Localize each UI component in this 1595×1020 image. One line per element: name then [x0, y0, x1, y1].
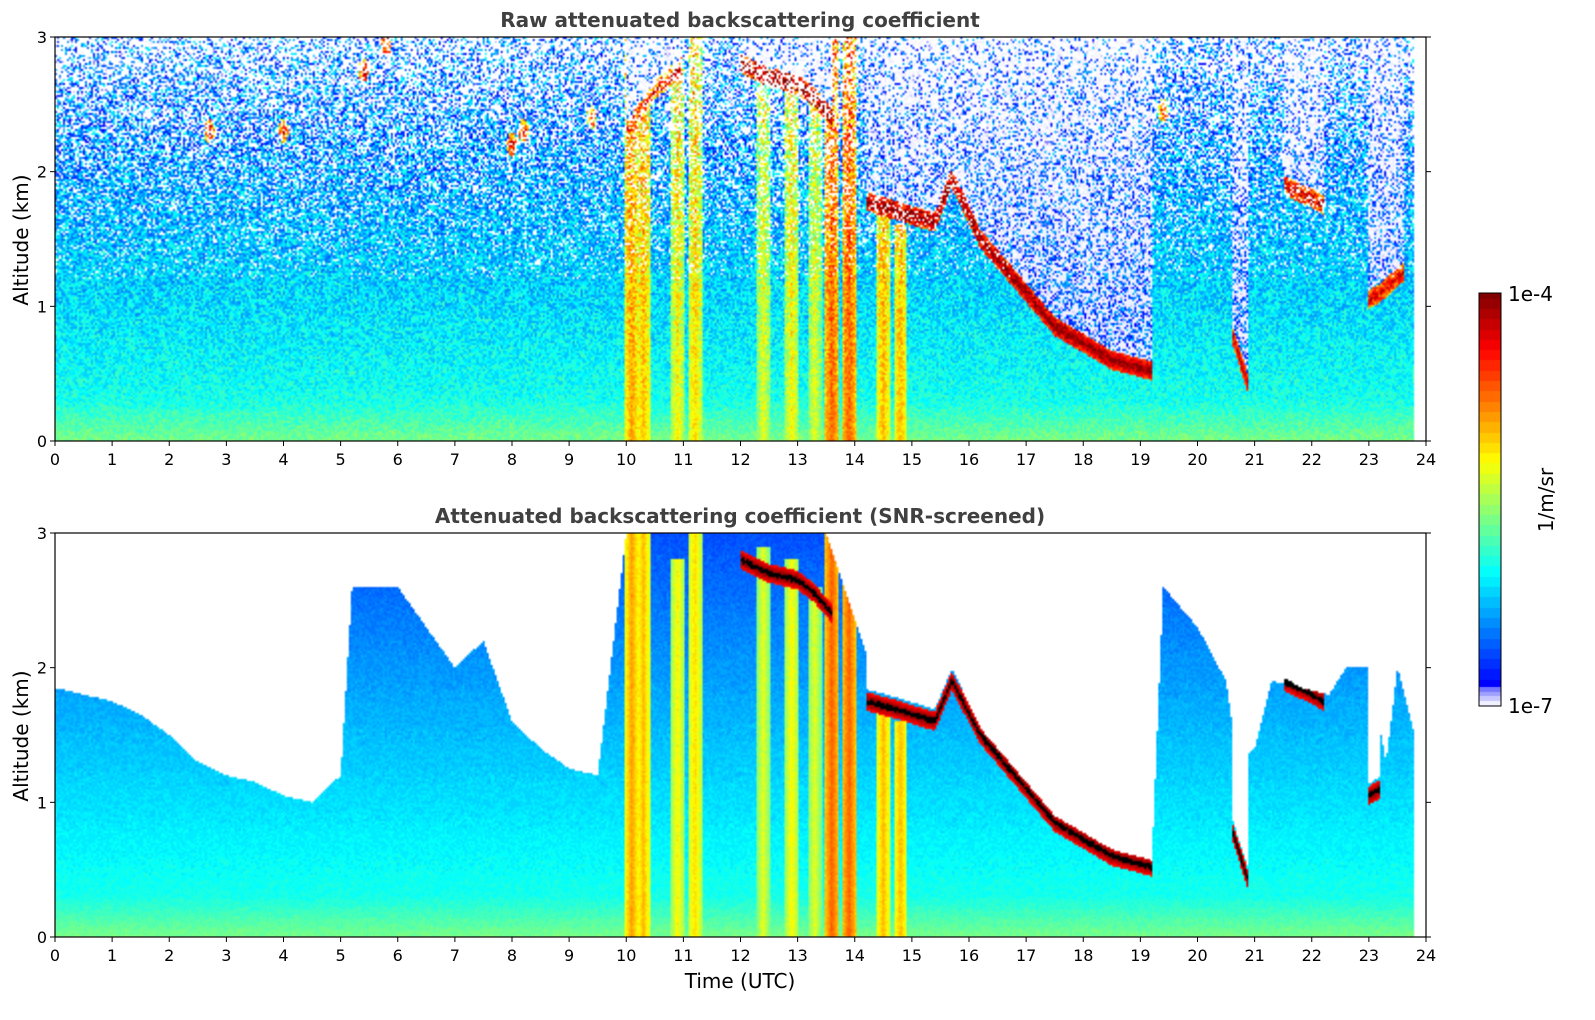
raw-panel-title: Raw attenuated backscattering coefficien…: [500, 8, 980, 32]
y-tick-label: 2: [37, 659, 47, 678]
x-tick-label: 7: [450, 946, 460, 965]
screened-backscatter-heatmap: [55, 533, 1426, 937]
x-tick-label: 23: [1359, 450, 1379, 469]
x-tick-label: 11: [673, 450, 693, 469]
x-tick-label: 10: [616, 946, 636, 965]
x-tick-label: 16: [959, 450, 979, 469]
y-tick-label: 1: [37, 793, 47, 812]
x-tick-label: 5: [336, 450, 346, 469]
x-tick-label: 20: [1187, 450, 1207, 469]
colorbar: 1e-4 1e-7 1/m/sr: [1478, 282, 1558, 718]
x-tick-label: 0: [50, 450, 60, 469]
screened-panel-title: Attenuated backscattering coefficient (S…: [435, 504, 1045, 528]
screened-panel-y-axis-label: Altitude (km): [9, 670, 33, 801]
x-tick-label: 20: [1187, 946, 1207, 965]
colorbar-min-label: 1e-7: [1508, 694, 1553, 718]
x-tick-label: 17: [1016, 946, 1036, 965]
x-tick-label: 9: [564, 450, 574, 469]
x-tick-label: 21: [1244, 450, 1264, 469]
x-tick-label: 24: [1416, 450, 1436, 469]
x-tick-label: 14: [845, 450, 865, 469]
x-tick-label: 12: [730, 946, 750, 965]
x-tick-label: 23: [1359, 946, 1379, 965]
x-tick-label: 6: [393, 450, 403, 469]
y-tick-label: 2: [37, 163, 47, 182]
raw-backscatter-heatmap: [55, 37, 1426, 441]
x-tick-label: 17: [1016, 450, 1036, 469]
y-tick-label: 3: [37, 28, 47, 47]
x-tick-label: 21: [1244, 946, 1264, 965]
x-tick-label: 2: [164, 450, 174, 469]
y-tick-label: 1: [37, 297, 47, 316]
x-tick-label: 18: [1073, 450, 1093, 469]
x-tick-label: 22: [1302, 946, 1322, 965]
y-tick-label: 0: [37, 928, 47, 947]
raw-backscatter-panel: Raw attenuated backscattering coefficien…: [9, 8, 1436, 469]
x-tick-label: 8: [507, 450, 517, 469]
x-tick-label: 11: [673, 946, 693, 965]
x-tick-label: 19: [1130, 450, 1150, 469]
x-tick-label: 1: [107, 946, 117, 965]
screened-backscatter-panel: Attenuated backscattering coefficient (S…: [9, 504, 1436, 993]
x-tick-label: 19: [1130, 946, 1150, 965]
x-tick-label: 14: [845, 946, 865, 965]
x-tick-label: 4: [278, 946, 288, 965]
x-axis-label: Time (UTC): [684, 969, 796, 993]
x-tick-label: 8: [507, 946, 517, 965]
x-tick-label: 3: [221, 946, 231, 965]
x-tick-label: 3: [221, 450, 231, 469]
colorbar-frame: [1478, 292, 1502, 707]
x-tick-label: 16: [959, 946, 979, 965]
screened-panel-axes: 0 1 2 3 4 5 6 7 8 9 10 11 12 13 14 15 16 17 18 19 20 21 22 23 24…: [37, 524, 1436, 965]
x-tick-label: 10: [616, 450, 636, 469]
x-tick-label: 15: [902, 946, 922, 965]
colorbar-max-label: 1e-4: [1508, 282, 1553, 306]
raw-panel-y-axis-label: Altitude (km): [9, 174, 33, 305]
x-tick-label: 9: [564, 946, 574, 965]
x-tick-label: 2: [164, 946, 174, 965]
y-tick-label: 0: [37, 432, 47, 451]
x-tick-label: 18: [1073, 946, 1093, 965]
raw-panel-axes: 0 1 2 3 4 5 6 7 8 9 10 11 12 13 14 15 16 17 18 19 20 21 22 23 24…: [37, 28, 1436, 469]
x-tick-label: 24: [1416, 946, 1436, 965]
colorbar-gradient: [1479, 293, 1501, 706]
x-tick-label: 15: [902, 450, 922, 469]
x-tick-label: 0: [50, 946, 60, 965]
x-tick-label: 12: [730, 450, 750, 469]
x-tick-label: 13: [787, 946, 807, 965]
colorbar-unit-label: 1/m/sr: [1534, 467, 1558, 532]
x-tick-label: 6: [393, 946, 403, 965]
x-tick-label: 5: [336, 946, 346, 965]
x-tick-label: 13: [787, 450, 807, 469]
x-tick-label: 1: [107, 450, 117, 469]
x-tick-label: 7: [450, 450, 460, 469]
x-tick-label: 4: [278, 450, 288, 469]
y-tick-label: 3: [37, 524, 47, 543]
x-tick-label: 22: [1302, 450, 1322, 469]
